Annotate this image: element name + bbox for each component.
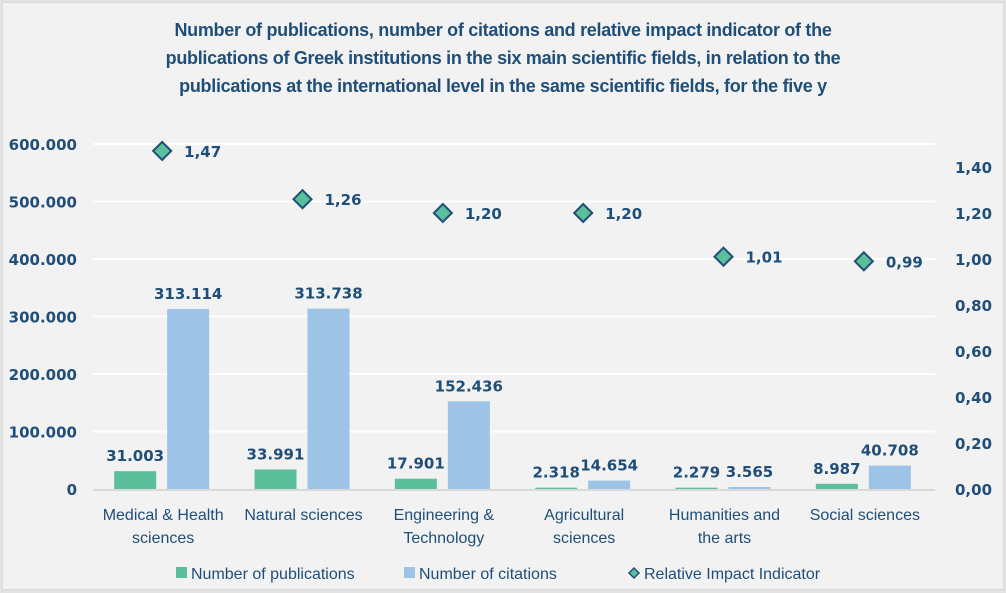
category-label: Social sciences xyxy=(810,507,920,524)
impact-marker xyxy=(572,202,594,224)
publications-bar xyxy=(114,471,157,489)
impact-marker xyxy=(713,246,734,268)
right-y-axis: 0,00 0,20 0,40 0,60 0,80 1,00 1,20 1,40 xyxy=(955,159,992,499)
publications-data-label: 2.279 xyxy=(673,464,720,482)
right-y-tick-label: 1,20 xyxy=(955,205,992,223)
publications-bar xyxy=(394,478,437,489)
impact-marker xyxy=(432,202,454,224)
impact-data-label: 1,26 xyxy=(325,191,362,209)
left-y-tick-label: 300.000 xyxy=(9,309,77,327)
category-label: Medical & Health xyxy=(103,507,224,524)
legend-label: Number of publications xyxy=(191,566,355,583)
citations-data-label: 313.738 xyxy=(294,285,362,303)
citations-data-label: 152.436 xyxy=(435,377,503,395)
left-y-axis: 0 100.000 200.000 300.000 400.000 500.000 600.… xyxy=(9,136,77,499)
impact-markers xyxy=(151,140,875,272)
left-y-tick-label: 200.000 xyxy=(9,366,77,384)
legend-swatch xyxy=(176,567,187,578)
category-label: Engineering & xyxy=(394,507,495,524)
category-label: sciences xyxy=(132,530,194,547)
citations-data-label: 40.708 xyxy=(861,442,919,460)
legend: Number of publications Number of citation… xyxy=(176,566,821,583)
impact-marker xyxy=(292,188,313,210)
left-y-tick-label: 500.000 xyxy=(9,194,77,212)
impact-marker xyxy=(853,250,875,272)
data-labels: 31.003 33.991 17.901 2.318 2.279 8.987 313.114… xyxy=(106,143,923,482)
right-y-tick-label: 0,60 xyxy=(955,343,992,361)
category-label: Agricultural xyxy=(544,507,624,524)
chart-title-line: Number of publications, number of citati… xyxy=(174,20,832,40)
impact-data-label: 1,20 xyxy=(465,205,502,223)
category-label: sciences xyxy=(553,530,615,547)
citations-bar xyxy=(307,308,350,489)
left-y-tick-label: 400.000 xyxy=(9,251,77,269)
right-y-tick-label: 0,20 xyxy=(955,435,992,453)
publications-data-label: 8.987 xyxy=(813,460,860,478)
right-y-tick-label: 1,00 xyxy=(955,251,992,269)
chart-title-line: publications of Greek institutions in th… xyxy=(165,48,841,68)
right-y-tick-label: 0,00 xyxy=(955,481,992,499)
citations-bar xyxy=(447,401,490,489)
legend-swatch xyxy=(404,567,415,578)
x-axis-categories: Medical & Health sciences Natural sciences… xyxy=(103,507,920,547)
bars xyxy=(114,308,911,489)
legend-label: Number of citations xyxy=(419,566,557,583)
right-y-tick-label: 0,40 xyxy=(955,389,992,407)
publications-bar xyxy=(254,469,297,489)
citations-bar xyxy=(868,465,911,489)
left-y-tick-label: 600.000 xyxy=(9,136,77,154)
left-y-tick-label: 100.000 xyxy=(9,424,77,442)
publications-data-label: 17.901 xyxy=(387,455,445,473)
legend-diamond-icon xyxy=(627,566,641,580)
impact-data-label: 1,47 xyxy=(184,143,221,161)
citations-data-label: 3.565 xyxy=(726,463,773,481)
legend-label: Relative Impact Indicator xyxy=(644,566,821,583)
impact-data-label: 0,99 xyxy=(886,253,923,271)
legend-item-impact[interactable]: Relative Impact Indicator xyxy=(627,566,821,583)
publications-bar xyxy=(535,487,578,489)
category-label: Natural sciences xyxy=(244,507,362,524)
citations-bar xyxy=(167,308,210,489)
gridlines xyxy=(93,143,935,433)
category-label: Humanities and xyxy=(669,507,780,524)
citations-data-label: 14.654 xyxy=(580,457,638,475)
category-label: Technology xyxy=(403,530,484,547)
citations-bar xyxy=(728,486,771,489)
publications-bar xyxy=(815,483,858,489)
category-label: the arts xyxy=(698,530,751,547)
publications-bar xyxy=(675,487,718,489)
right-y-tick-label: 0,80 xyxy=(955,297,992,315)
legend-item-publications[interactable]: Number of publications xyxy=(176,566,355,583)
publications-data-label: 33.991 xyxy=(247,445,305,463)
impact-data-label: 1,20 xyxy=(605,205,642,223)
legend-item-citations[interactable]: Number of citations xyxy=(404,566,557,583)
publications-data-label: 31.003 xyxy=(106,447,164,465)
chart-title: Number of publications, number of citati… xyxy=(0,16,1006,100)
citations-data-label: 313.114 xyxy=(154,285,222,303)
right-y-tick-label: 1,40 xyxy=(955,159,992,177)
citations-bar xyxy=(588,480,631,489)
left-y-tick-label: 0 xyxy=(67,481,77,499)
impact-marker xyxy=(151,140,173,162)
impact-data-label: 1,01 xyxy=(746,249,783,267)
chart-title-line: publications at the international level … xyxy=(179,76,827,96)
publications-data-label: 2.318 xyxy=(532,464,579,482)
